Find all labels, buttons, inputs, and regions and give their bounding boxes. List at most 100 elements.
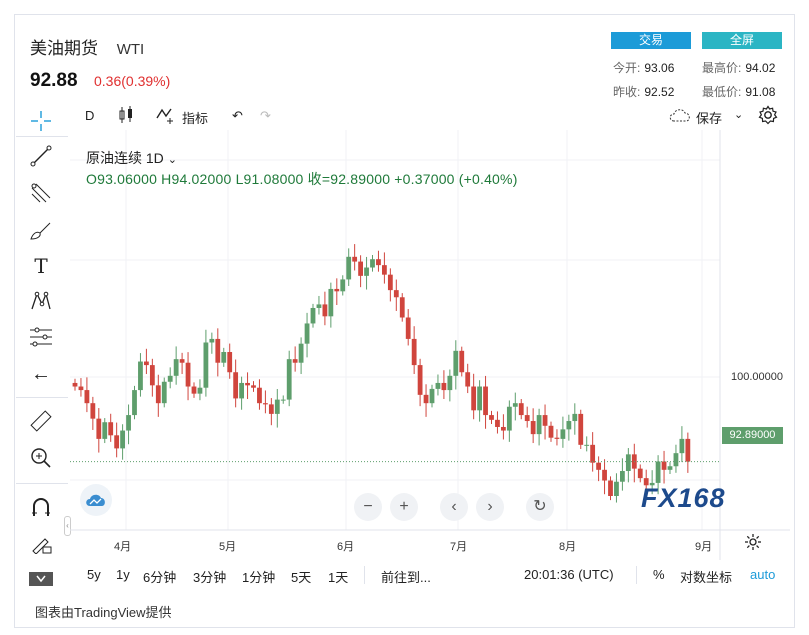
candle-body — [102, 422, 108, 439]
month-label: 9月 — [695, 541, 713, 553]
range-6min[interactable]: 6分钟 — [143, 570, 177, 585]
percent-toggle[interactable]: % — [653, 567, 665, 582]
candle-body — [471, 386, 477, 411]
trade-button[interactable]: 交易 — [611, 32, 691, 49]
settings-gear-icon[interactable] — [758, 105, 778, 128]
candle-body — [221, 352, 227, 363]
month-label: 4月 — [114, 541, 132, 553]
stat-open: 今开: 93.06 — [613, 61, 675, 75]
candle-body — [132, 390, 137, 416]
candle-body — [477, 386, 482, 411]
range-1d[interactable]: 1天 — [328, 570, 349, 585]
candle-body — [197, 387, 203, 394]
candle-body — [161, 381, 167, 404]
candle-body — [620, 471, 625, 482]
candle-body — [334, 288, 340, 292]
candle-body — [530, 421, 536, 435]
text-tool-icon[interactable]: T — [34, 254, 48, 278]
weather-cloud-icon[interactable] — [80, 484, 112, 516]
range-5d[interactable]: 5天 — [291, 570, 312, 585]
prediction-icon[interactable] — [28, 324, 54, 350]
magnet-icon[interactable] — [28, 494, 54, 520]
ohlc-legend: O93.06000 H94.02000 L91.08000 收=92.89000… — [86, 171, 518, 187]
candle-body — [316, 304, 322, 308]
candle-body — [274, 399, 280, 414]
candle-body — [578, 413, 584, 445]
goto-date-button[interactable]: 前往到... — [381, 570, 431, 585]
cloud-icon[interactable] — [668, 106, 692, 127]
chart-legend-title: 原油连续 1D ⌄ — [86, 150, 177, 166]
brush-icon[interactable] — [28, 217, 54, 243]
candle-body — [138, 361, 143, 391]
range-1min[interactable]: 1分钟 — [242, 570, 276, 585]
candle-body — [667, 466, 673, 470]
candle-body — [429, 388, 435, 404]
zoom-out-button[interactable]: − — [354, 493, 382, 521]
title-text: 美油期货 — [30, 39, 98, 58]
range-1y[interactable]: 1y — [116, 567, 130, 582]
chart-toolbar: D 指标 ↶ ↷ 保存 ⌄ — [70, 104, 790, 130]
candle-body — [304, 323, 310, 344]
candle-body — [251, 385, 256, 388]
zoom-in-icon[interactable] — [28, 445, 54, 471]
reset-chart-button[interactable]: ↻ — [526, 493, 554, 521]
zoom-in-button[interactable]: + — [390, 493, 418, 521]
fullscreen-button[interactable]: 全屏 — [702, 32, 782, 49]
candle-body — [149, 365, 155, 386]
candle-body — [387, 274, 393, 291]
tool-divider — [16, 136, 68, 137]
lock-drawing-icon[interactable] — [28, 530, 54, 556]
save-button[interactable]: 保存 — [696, 111, 723, 126]
candle-body — [673, 453, 679, 467]
tool-divider — [16, 397, 68, 398]
toolbar-collapse-handle[interactable]: ‹ — [64, 516, 71, 536]
price-chart[interactable] — [70, 130, 790, 560]
crosshair-icon[interactable] — [28, 108, 54, 134]
instrument-title: 美油期货 WTI — [30, 34, 144, 59]
candle-type-icon[interactable] — [118, 106, 134, 127]
candle-body — [96, 418, 102, 439]
scroll-left-button[interactable]: ‹ — [440, 493, 468, 521]
candle-body — [382, 265, 387, 275]
log-scale-toggle[interactable]: 对数坐标 — [680, 570, 733, 585]
candle-body — [90, 403, 96, 419]
redo-icon[interactable]: ↷ — [260, 108, 271, 123]
candle-body — [655, 461, 661, 483]
indicators-icon[interactable] — [156, 106, 178, 127]
candle-body — [518, 403, 524, 416]
candle-body — [245, 382, 250, 386]
candle-body — [84, 390, 90, 404]
candle-body — [542, 415, 548, 426]
candle-body — [209, 338, 215, 343]
back-arrow-icon[interactable]: ← — [31, 362, 51, 385]
candle-body — [298, 343, 304, 363]
candle-body — [536, 415, 542, 435]
fib-icon[interactable] — [28, 180, 54, 206]
interval-button[interactable]: D — [85, 108, 95, 123]
ruler-icon[interactable] — [28, 408, 54, 434]
auto-scale-toggle[interactable]: auto — [750, 567, 776, 582]
range-3min[interactable]: 3分钟 — [193, 570, 227, 585]
hide-drawings-icon[interactable] — [28, 566, 54, 592]
pattern-icon[interactable] — [28, 288, 54, 314]
candle-body — [435, 382, 441, 389]
axis-settings-gear-icon[interactable] — [744, 533, 762, 556]
scroll-right-button[interactable]: › — [476, 493, 504, 521]
range-5y[interactable]: 5y — [87, 567, 101, 582]
save-dropdown-icon[interactable]: ⌄ — [734, 109, 744, 121]
candle-body — [399, 297, 405, 318]
candle-body — [179, 359, 185, 363]
clock-time[interactable]: 20:01:36 (UTC) — [524, 567, 614, 582]
undo-icon[interactable]: ↶ — [232, 108, 243, 123]
indicators-button[interactable]: 指标 — [182, 111, 209, 126]
candle-body — [495, 419, 500, 427]
candle-body — [649, 482, 655, 486]
candle-body — [292, 359, 298, 363]
trendline-icon[interactable] — [28, 143, 54, 169]
candle-body — [572, 413, 578, 422]
candle-body — [393, 290, 399, 298]
candle-body — [584, 444, 590, 446]
candle-body — [120, 430, 125, 449]
last-price-tag: 92.89000 — [722, 427, 783, 444]
candle-body — [447, 375, 453, 391]
